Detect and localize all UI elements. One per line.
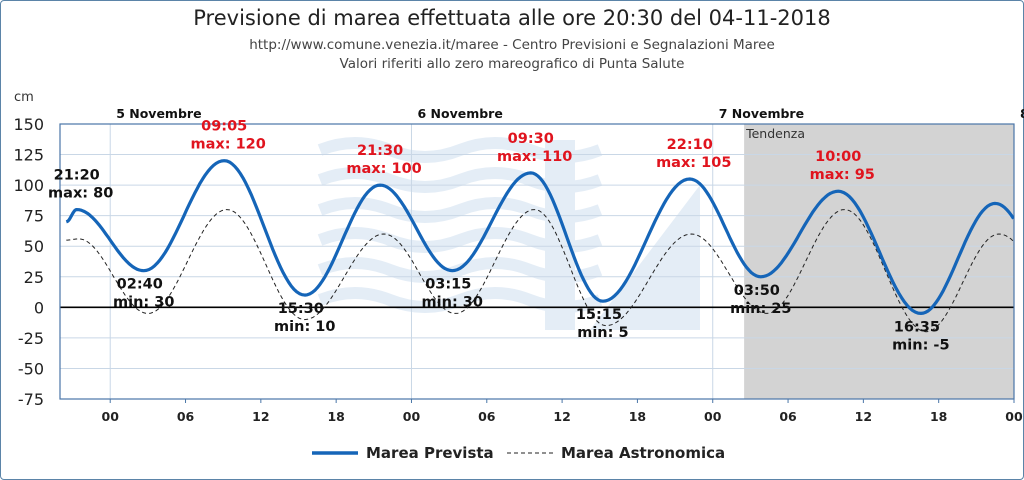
series-marea-prevista bbox=[65, 159, 1014, 315]
tendency-label: Tendenza bbox=[745, 126, 805, 141]
x-tick-label: 06 bbox=[177, 409, 195, 424]
chart-subtitle-source: http://www.comune.venezia.it/maree - Cen… bbox=[249, 37, 775, 53]
annotation-value: max: 95 bbox=[810, 167, 875, 183]
x-tick-label: 18 bbox=[327, 409, 344, 424]
plot-border bbox=[59, 123, 1015, 400]
tendency-area bbox=[744, 124, 1014, 399]
annotation-time: 15:30 bbox=[278, 301, 324, 317]
annotation-value: max: 100 bbox=[346, 161, 421, 177]
annotation-value: max: 120 bbox=[191, 137, 266, 153]
legend-label-marea-astronomica: Marea Astronomica bbox=[561, 444, 725, 462]
series-marea-astronomica bbox=[66, 209, 1014, 333]
annotation-value: min: -5 bbox=[892, 337, 949, 353]
day-label: 7 Novembre bbox=[719, 106, 804, 121]
x-tick-label: 00 bbox=[1005, 409, 1023, 424]
chart-title: Previsione di marea effettuata alle ore … bbox=[193, 6, 831, 30]
annotation-time: 09:30 bbox=[508, 131, 554, 147]
annotation-time: 03:50 bbox=[734, 283, 780, 299]
day-label: 5 Novembre bbox=[116, 106, 201, 121]
y-tick-label: -50 bbox=[18, 359, 44, 378]
annotation-time: 09:05 bbox=[201, 119, 247, 135]
annotation-value: min: 25 bbox=[730, 301, 791, 317]
annotation-value: max: 110 bbox=[497, 149, 572, 165]
day-label: 8 Novembre bbox=[1020, 106, 1024, 121]
x-tick-label: 06 bbox=[779, 409, 797, 424]
y-tick-label: 50 bbox=[24, 237, 44, 256]
x-tick-label: 06 bbox=[478, 409, 496, 424]
x-tick-label: 00 bbox=[704, 409, 722, 424]
annotation-time: 22:10 bbox=[667, 137, 713, 153]
y-tick-label: 150 bbox=[13, 115, 44, 134]
y-tick-label: 100 bbox=[13, 176, 44, 195]
x-tick-label: 18 bbox=[930, 409, 947, 424]
y-axis-label: cm bbox=[14, 90, 34, 105]
legend-label-marea-prevista: Marea Prevista bbox=[366, 444, 494, 462]
day-label: 6 Novembre bbox=[417, 106, 502, 121]
x-tick-label: 12 bbox=[855, 409, 872, 424]
annotation-time: 10:00 bbox=[815, 149, 861, 165]
x-tick-label: 12 bbox=[252, 409, 269, 424]
annotation-time: 21:20 bbox=[54, 168, 100, 184]
x-tick-label: 12 bbox=[553, 409, 570, 424]
y-tick-label: 0 bbox=[34, 298, 44, 317]
annotation-value: max: 105 bbox=[656, 155, 731, 171]
annotation-value: min: 10 bbox=[274, 319, 335, 335]
annotation-value: max: 80 bbox=[48, 186, 113, 202]
x-tick-label: 00 bbox=[102, 409, 120, 424]
x-tick-label: 00 bbox=[403, 409, 421, 424]
watermark-bar bbox=[545, 140, 575, 330]
annotation-time: 16:35 bbox=[894, 319, 940, 335]
annotation-value: min: 30 bbox=[113, 295, 174, 311]
annotation-value: min: 5 bbox=[577, 325, 628, 341]
chart-subtitle-reference: Valori riferiti allo zero mareografico d… bbox=[339, 56, 685, 72]
y-tick-label: 75 bbox=[24, 207, 44, 226]
y-tick-label: 25 bbox=[24, 268, 44, 287]
y-tick-label: -25 bbox=[18, 329, 44, 348]
y-tick-label: -75 bbox=[18, 390, 44, 409]
y-tick-label: 125 bbox=[13, 146, 44, 165]
annotation-time: 02:40 bbox=[117, 277, 163, 293]
annotation-time: 21:30 bbox=[357, 143, 403, 159]
annotation-time: 15:15 bbox=[576, 307, 622, 323]
x-tick-label: 18 bbox=[629, 409, 646, 424]
annotation-time: 03:15 bbox=[425, 277, 471, 293]
annotation-value: min: 30 bbox=[422, 295, 483, 311]
